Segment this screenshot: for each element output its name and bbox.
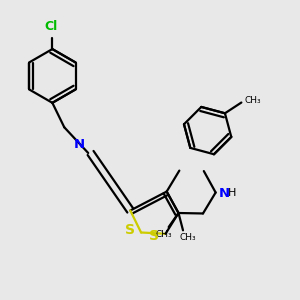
Text: Cl: Cl (44, 20, 58, 33)
Text: N: N (219, 187, 230, 200)
Text: CH₃: CH₃ (179, 233, 196, 242)
Text: S: S (124, 223, 134, 237)
Text: S: S (149, 229, 159, 243)
Text: H: H (228, 188, 236, 198)
Text: CH₃: CH₃ (156, 230, 172, 239)
Text: N: N (74, 138, 85, 151)
Text: CH₃: CH₃ (244, 96, 261, 105)
